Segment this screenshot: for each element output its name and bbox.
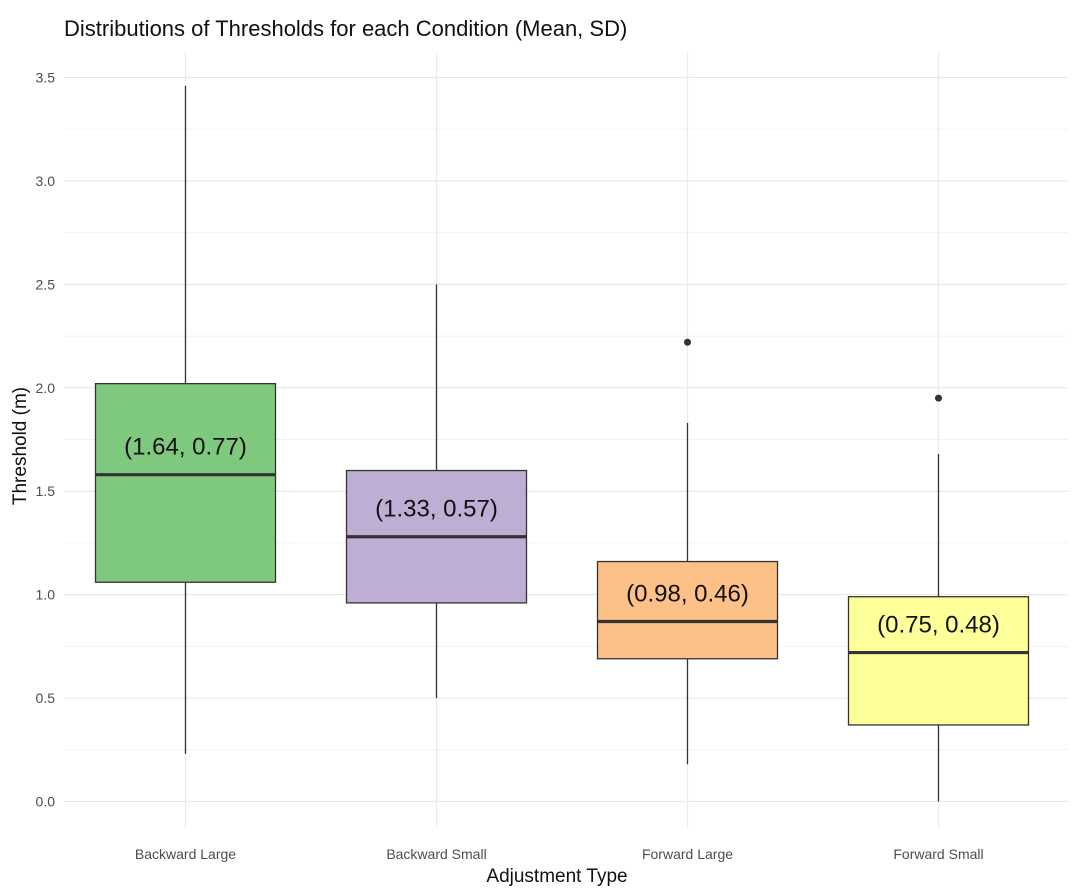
box-body: [847, 596, 1030, 726]
box-group: (1.33, 0.57): [345, 284, 528, 699]
mean-sd-label: (1.64, 0.77): [124, 434, 247, 461]
mean-sd-label: (1.33, 0.57): [375, 496, 498, 523]
mean-sd-label: (0.98, 0.46): [626, 581, 749, 608]
mean-sd-label: (0.75, 0.48): [877, 612, 1000, 639]
box-group: (0.75, 0.48): [847, 394, 1030, 802]
x-axis-title: Adjustment Type: [486, 866, 627, 887]
outlier-point: [684, 338, 691, 346]
x-axis-ticks: Backward Large Backward Small Forward Larg…: [135, 846, 984, 862]
box-body: [94, 382, 277, 583]
y-tick-label: 3.5: [36, 70, 56, 86]
box-group: (1.64, 0.77): [94, 85, 277, 754]
y-tick-label: 0.5: [36, 690, 56, 706]
y-tick-label: 3.0: [36, 173, 56, 189]
chart-title: Distributions of Thresholds for each Con…: [64, 16, 627, 41]
box-body: [596, 560, 779, 660]
y-tick-label: 0.0: [36, 794, 56, 810]
y-tick-label: 2.5: [36, 276, 56, 292]
x-tick-label: Forward Large: [642, 846, 733, 862]
y-axis-title: Threshold (m): [10, 387, 31, 505]
y-tick-label: 1.5: [36, 483, 56, 499]
y-axis-ticks: 0.0 0.5 1.0 1.5 2.0 2.5 3.0 3.5: [36, 70, 56, 810]
outlier-point: [935, 394, 942, 402]
x-tick-label: Backward Large: [135, 846, 236, 862]
boxes: (1.64, 0.77) (1.33, 0.57) (0.98, 0.46) (0.7…: [94, 85, 1030, 802]
y-tick-label: 1.0: [36, 587, 56, 603]
y-tick-label: 2.0: [36, 380, 56, 396]
box-group: (0.98, 0.46): [596, 338, 779, 765]
x-tick-label: Backward Small: [386, 846, 486, 862]
x-tick-label: Forward Small: [893, 846, 983, 862]
